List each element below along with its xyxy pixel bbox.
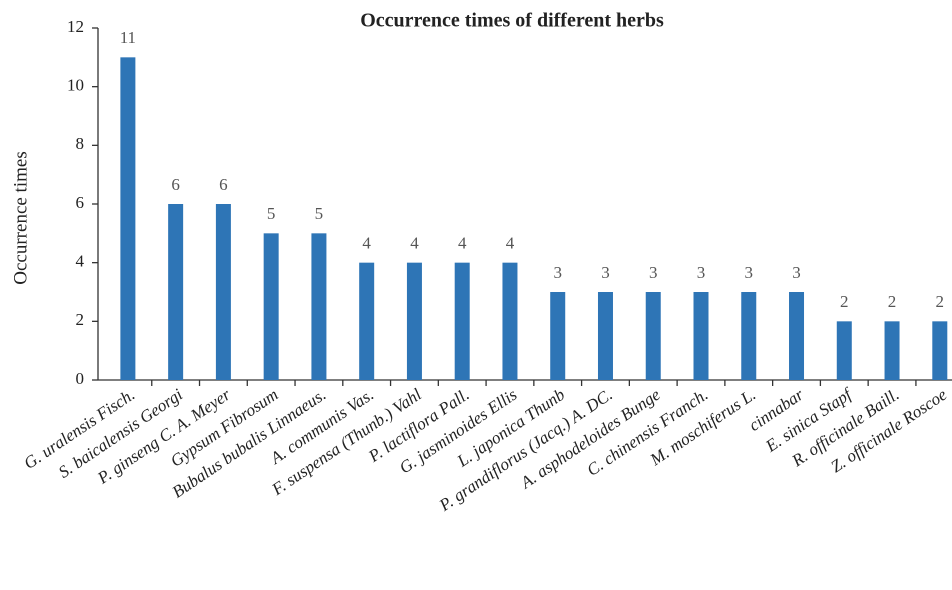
bar bbox=[550, 292, 566, 380]
y-tick-label: 2 bbox=[76, 310, 85, 329]
value-label: 4 bbox=[410, 234, 419, 253]
bar bbox=[311, 233, 327, 380]
bar bbox=[693, 292, 709, 380]
bar bbox=[597, 292, 613, 380]
value-label: 4 bbox=[362, 234, 371, 253]
value-label: 4 bbox=[458, 234, 467, 253]
bar bbox=[789, 292, 805, 380]
y-tick-label: 6 bbox=[76, 193, 85, 212]
bar bbox=[741, 292, 757, 380]
value-label: 3 bbox=[601, 263, 610, 282]
value-label: 11 bbox=[120, 28, 136, 47]
value-label: 3 bbox=[697, 263, 706, 282]
value-label: 3 bbox=[649, 263, 658, 282]
y-axis-label: Occurrence times bbox=[10, 151, 31, 284]
bar bbox=[120, 57, 136, 380]
y-tick-label: 8 bbox=[76, 134, 85, 153]
bar bbox=[168, 204, 184, 380]
bar bbox=[263, 233, 279, 380]
value-label: 5 bbox=[267, 204, 276, 223]
y-tick-label: 0 bbox=[76, 369, 85, 388]
bar bbox=[645, 292, 661, 380]
chart-title: Occurrence times of different herbs bbox=[360, 10, 664, 32]
value-label: 3 bbox=[553, 263, 562, 282]
y-tick-label: 4 bbox=[76, 252, 85, 271]
bar bbox=[359, 262, 375, 380]
value-label: 5 bbox=[315, 204, 324, 223]
bar bbox=[836, 321, 852, 380]
y-tick-label: 10 bbox=[67, 76, 84, 95]
bar bbox=[502, 262, 518, 380]
value-label: 2 bbox=[936, 292, 945, 311]
value-label: 6 bbox=[171, 175, 180, 194]
bar bbox=[454, 262, 470, 380]
y-tick-label: 12 bbox=[67, 17, 84, 36]
bar bbox=[406, 262, 422, 380]
value-label: 2 bbox=[888, 292, 897, 311]
value-label: 6 bbox=[219, 175, 228, 194]
value-label: 3 bbox=[745, 263, 754, 282]
bar bbox=[884, 321, 900, 380]
value-label: 3 bbox=[792, 263, 801, 282]
value-label: 4 bbox=[506, 234, 515, 253]
bar bbox=[215, 204, 231, 380]
bar bbox=[932, 321, 948, 380]
value-label: 2 bbox=[840, 292, 849, 311]
